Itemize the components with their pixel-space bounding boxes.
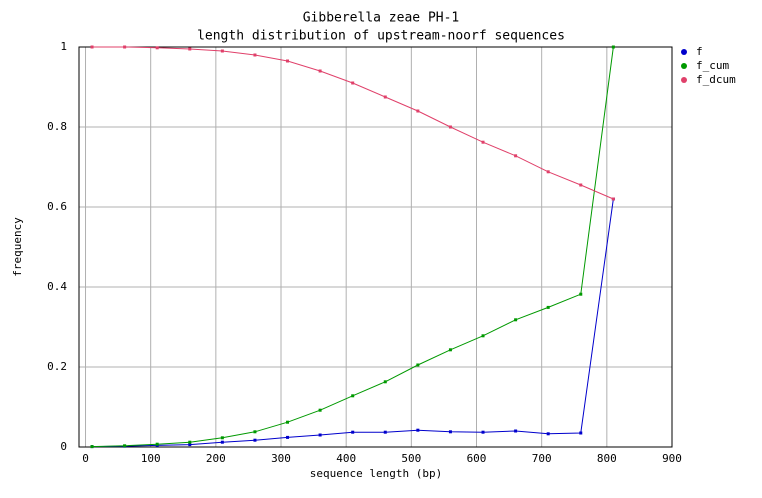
point bbox=[546, 305, 550, 309]
point bbox=[448, 125, 452, 129]
point bbox=[514, 429, 518, 433]
legend-marker bbox=[681, 49, 687, 55]
x-tick-label: 500 bbox=[401, 452, 421, 465]
point bbox=[481, 140, 485, 144]
point bbox=[253, 430, 257, 434]
point bbox=[351, 81, 355, 85]
x-tick-label: 900 bbox=[662, 452, 682, 465]
legend-label: f_dcum bbox=[696, 73, 736, 86]
point bbox=[351, 394, 355, 398]
point bbox=[188, 440, 192, 444]
x-tick-label: 100 bbox=[141, 452, 161, 465]
y-tick-label: 0.4 bbox=[47, 280, 67, 293]
x-tick-label: 600 bbox=[467, 452, 487, 465]
point bbox=[351, 430, 355, 434]
point bbox=[155, 46, 159, 50]
point bbox=[90, 445, 94, 449]
x-tick-label: 800 bbox=[597, 452, 617, 465]
point bbox=[286, 435, 290, 439]
point bbox=[579, 183, 583, 187]
point bbox=[383, 380, 387, 384]
point bbox=[514, 318, 518, 322]
point bbox=[318, 433, 322, 437]
point bbox=[481, 430, 485, 434]
x-tick-label: 400 bbox=[336, 452, 356, 465]
point bbox=[188, 47, 192, 51]
point bbox=[318, 69, 322, 73]
point bbox=[448, 348, 452, 352]
point bbox=[383, 95, 387, 99]
legend-marker bbox=[681, 77, 687, 83]
point bbox=[188, 443, 192, 447]
point bbox=[253, 438, 257, 442]
x-tick-label: 300 bbox=[271, 452, 291, 465]
y-tick-label: 0 bbox=[60, 440, 67, 453]
point bbox=[416, 109, 420, 113]
chart-title: Gibberella zeae PH-1 bbox=[303, 11, 460, 26]
point bbox=[514, 154, 518, 158]
point bbox=[481, 334, 485, 338]
y-axis-label: frequency bbox=[11, 217, 24, 277]
x-axis-label: sequence length (bp) bbox=[310, 467, 442, 480]
point bbox=[123, 45, 127, 49]
point bbox=[220, 436, 224, 440]
point bbox=[286, 420, 290, 424]
point bbox=[546, 432, 550, 436]
point bbox=[611, 45, 615, 49]
point bbox=[90, 45, 94, 49]
chart-subtitle: length distribution of upstream-noorf se… bbox=[197, 29, 565, 44]
plot-border bbox=[78, 46, 673, 448]
legend-label: f bbox=[696, 45, 703, 58]
legend-label: f_cum bbox=[696, 59, 729, 72]
y-tick-label: 1 bbox=[60, 40, 67, 53]
point bbox=[383, 430, 387, 434]
point bbox=[416, 428, 420, 432]
x-tick-label: 700 bbox=[532, 452, 552, 465]
point bbox=[546, 170, 550, 174]
y-tick-label: 0.8 bbox=[47, 120, 67, 133]
point bbox=[155, 442, 159, 446]
y-tick-label: 0.2 bbox=[47, 360, 67, 373]
point bbox=[579, 292, 583, 296]
point bbox=[220, 440, 224, 444]
legend-marker bbox=[681, 63, 687, 69]
point bbox=[253, 53, 257, 57]
point bbox=[286, 59, 290, 63]
point bbox=[123, 444, 127, 448]
point bbox=[448, 430, 452, 434]
point bbox=[220, 49, 224, 53]
plot-area bbox=[78, 46, 673, 448]
x-tick-label: 0 bbox=[82, 452, 89, 465]
point bbox=[611, 197, 615, 201]
point bbox=[579, 431, 583, 435]
point bbox=[416, 363, 420, 367]
point bbox=[318, 408, 322, 412]
x-tick-label: 200 bbox=[206, 452, 226, 465]
y-tick-label: 0.6 bbox=[47, 200, 67, 213]
